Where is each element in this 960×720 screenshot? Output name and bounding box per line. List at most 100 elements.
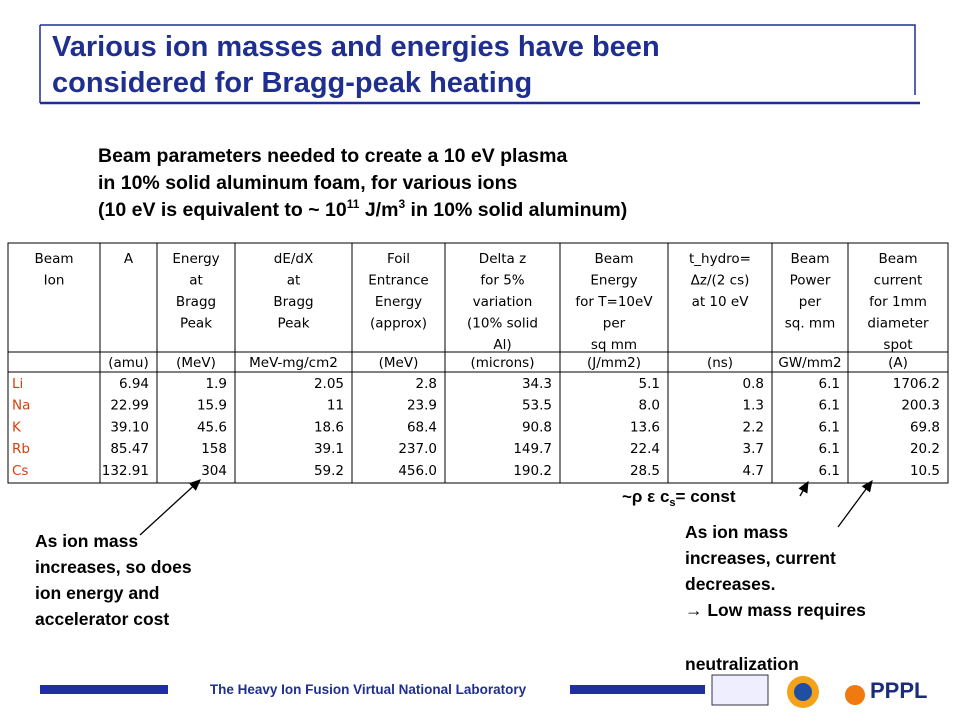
ion-cell: Li	[12, 376, 23, 392]
header-cell: diameter	[867, 316, 929, 332]
subtitle-part: 11	[347, 197, 360, 211]
annotation-line: As ion mass	[35, 531, 138, 551]
header-cell: Beam	[879, 251, 918, 267]
data-cell: 59.2	[314, 463, 344, 479]
unit-cell: (A)	[888, 355, 908, 371]
title-line: considered for Bragg-peak heating	[52, 67, 532, 99]
header-cell: Foil	[387, 251, 410, 267]
header-cell: at	[287, 273, 301, 289]
const-part: ~ρ ε c	[622, 487, 669, 506]
data-cell: 6.94	[119, 376, 149, 392]
header-cell: Ion	[44, 273, 65, 289]
unit-cell: (MeV)	[176, 355, 216, 371]
subtitle-line: in 10% solid aluminum foam, for various …	[98, 172, 517, 194]
data-cell: 6.1	[819, 376, 840, 392]
data-cell: 149.7	[513, 441, 552, 457]
data-cell: 190.2	[513, 463, 552, 479]
data-cell: 8.0	[639, 398, 660, 414]
header-cell: Energy	[172, 251, 219, 267]
unit-cell: GW/mm2	[778, 355, 841, 371]
data-cell: 237.0	[398, 441, 437, 457]
data-cell: 45.6	[197, 419, 227, 435]
header-cell: for 5%	[480, 273, 524, 289]
arrows	[139, 479, 873, 536]
berkeley-logo	[711, 674, 769, 706]
data-cell: 39.1	[314, 441, 344, 457]
annotation-line: increases, current	[685, 548, 836, 568]
data-cell: 6.1	[819, 441, 840, 457]
unit-cell: (J/mm2)	[587, 355, 641, 371]
data-cell: 22.99	[110, 398, 149, 414]
data-cell: 90.8	[522, 419, 552, 435]
header-cell: Energy	[590, 273, 637, 289]
data-cell: 158	[201, 441, 227, 457]
data-cell: 2.05	[314, 376, 344, 392]
data-cell: 85.47	[110, 441, 149, 457]
header-cell: dE/dX	[274, 251, 313, 267]
header-cell: Energy	[375, 294, 422, 310]
unit-cell: (microns)	[471, 355, 535, 371]
data-cell: 2.8	[416, 376, 437, 392]
header-cell: variation	[473, 294, 533, 310]
ion-cell: K	[12, 419, 22, 435]
data-cell: 69.8	[910, 419, 940, 435]
subtitle-part: 3	[398, 197, 405, 211]
pppl-sun	[845, 685, 865, 705]
subtitle-line: (10 eV is equivalent to ~ 1011 J/m3 in 1…	[98, 197, 627, 221]
data-cell: 2.2	[743, 419, 764, 435]
header-cell: t_hydro=	[689, 251, 751, 267]
data-cell: 1.3	[743, 398, 764, 414]
data-cell: 18.6	[314, 419, 344, 435]
data-cell: 304	[201, 463, 227, 479]
data-cell: 6.1	[819, 463, 840, 479]
unit-cell: (amu)	[108, 355, 149, 371]
data-cell: 1706.2	[893, 376, 940, 392]
data-cell: 5.1	[639, 376, 660, 392]
data-cell: 13.6	[630, 419, 660, 435]
data-cell: 68.4	[407, 419, 437, 435]
data-cell: 39.10	[110, 419, 149, 435]
header-cell: (approx)	[370, 316, 427, 332]
unit-cell: MeV-mg/cm2	[249, 355, 338, 371]
header-cell: Bragg	[176, 294, 216, 310]
ion-cell: Rb	[12, 441, 30, 457]
data-cell: 20.2	[910, 441, 940, 457]
header-cell: A	[124, 251, 134, 267]
logos: PPPL	[711, 674, 927, 708]
header-cell: for T=10eV	[575, 294, 653, 310]
const-part: = const	[676, 487, 736, 506]
table-frame	[7, 242, 949, 484]
header-cell: Al)	[493, 337, 511, 353]
data-cell: 28.5	[630, 463, 660, 479]
data-cell: 53.5	[522, 398, 552, 414]
pppl-logo: PPPL	[870, 678, 927, 703]
header-cell: Beam	[791, 251, 830, 267]
title-frame	[39, 24, 916, 103]
header-cell: at	[189, 273, 203, 289]
header-cell: (10% solid	[467, 316, 538, 332]
header-cell: Beam	[35, 251, 74, 267]
header-cell: sq. mm	[785, 316, 836, 332]
ion-cell: Cs	[12, 463, 28, 479]
data-cell: 10.5	[910, 463, 940, 479]
data-cell: 22.4	[630, 441, 660, 457]
annotation-line: As ion mass	[685, 522, 788, 542]
header-cell: Beam	[595, 251, 634, 267]
header-cell: per	[603, 316, 626, 332]
header-cell: Power	[790, 273, 831, 289]
data-cell: 132.91	[102, 463, 149, 479]
header-cell: sq mm	[591, 337, 637, 353]
data-cell: 0.8	[743, 376, 764, 392]
header-cell: current	[874, 273, 923, 289]
header-cell: Bragg	[273, 294, 313, 310]
data-cell: 6.1	[819, 398, 840, 414]
llnl-logo-inner	[794, 683, 812, 701]
annotation-line: neutralization	[685, 654, 799, 674]
header-cell: Peak	[277, 316, 309, 332]
footer-bar	[570, 685, 705, 694]
annotation-line: ion energy and	[35, 583, 159, 603]
data-cell: 3.7	[743, 441, 764, 457]
footer-text: The Heavy Ion Fusion Virtual National La…	[210, 682, 527, 697]
subtitle-part: in 10% solid aluminum)	[405, 199, 627, 221]
arrow	[798, 480, 809, 497]
